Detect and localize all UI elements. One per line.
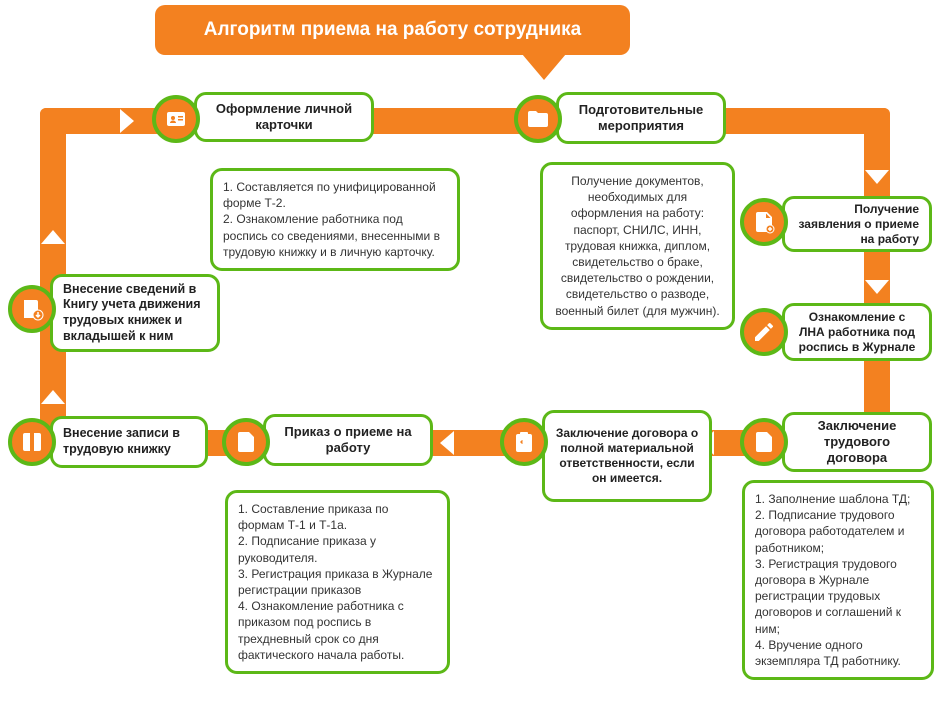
node-detail: 1. Составление приказа по формам Т-1 и Т… xyxy=(225,490,450,674)
pencil-icon xyxy=(740,308,788,356)
node-label: Ознакомление с ЛНА работника под роспись… xyxy=(782,303,932,361)
title-pointer xyxy=(522,54,566,80)
node-label: Заключение трудового договора xyxy=(782,412,932,472)
book-down-icon xyxy=(8,285,56,333)
folder-icon xyxy=(514,95,562,143)
doc-list-icon xyxy=(222,418,270,466)
arrow-icon xyxy=(120,109,134,133)
doc-icon xyxy=(740,418,788,466)
arrow-icon xyxy=(865,280,889,294)
arrow-icon xyxy=(41,230,65,244)
id-card-icon xyxy=(152,95,200,143)
book-icon xyxy=(8,418,56,466)
node-label: Внесение записи в трудовую книжку xyxy=(50,416,208,468)
node-label: Оформление личной карточки xyxy=(194,92,374,142)
node-label: Приказ о приеме на работу xyxy=(263,414,433,466)
node-detail: 1. Составляется по унифицированной форме… xyxy=(210,168,460,271)
doc-plus-icon xyxy=(740,198,788,246)
arrow-icon xyxy=(440,431,454,455)
clipboard-icon xyxy=(500,418,548,466)
node-label: Заключение договора о полной материально… xyxy=(542,410,712,502)
page-title: Алгоритм приема на работу сотрудника xyxy=(155,5,630,55)
node-label: Внесение сведений в Книгу учета движения… xyxy=(50,274,220,352)
flow-seg xyxy=(864,108,890,448)
node-label: Подготовительные мероприятия xyxy=(556,92,726,144)
arrow-icon xyxy=(865,170,889,184)
node-detail: 1. Заполнение шаблона ТД; 2. Подписание … xyxy=(742,480,934,680)
node-detail: Получение документов, необходимых для оф… xyxy=(540,162,735,330)
arrow-icon xyxy=(41,390,65,404)
node-label: Получение заявления о приеме на работу xyxy=(782,196,932,252)
